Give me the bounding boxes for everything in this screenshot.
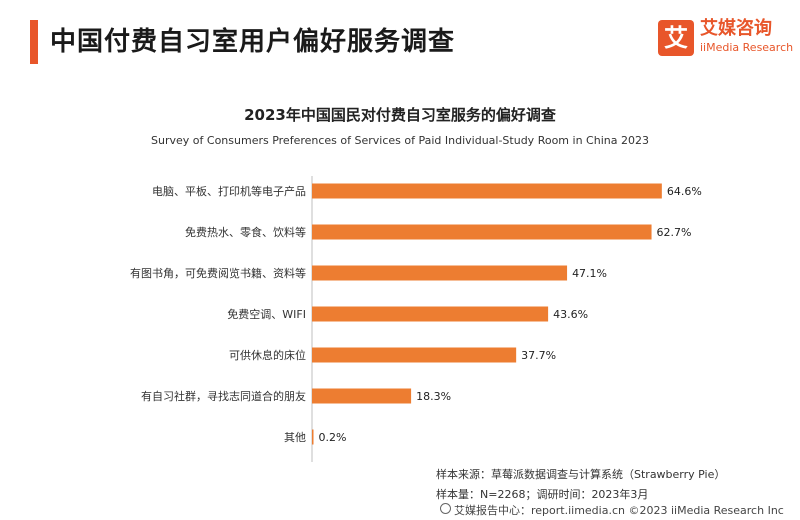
logo-name-cn: 艾媒咨询 <box>700 18 772 39</box>
data-label: 18.3% <box>416 390 451 403</box>
footer-source: 样本来源：草莓派数据调查与计算系统（Strawberry Pie） <box>436 468 726 481</box>
logo-name-en: iiMedia Research <box>700 41 794 54</box>
data-label: 47.1% <box>572 267 607 280</box>
category-label: 免费热水、零食、饮料等 <box>185 225 306 239</box>
logo-glyph: 艾 <box>664 24 688 52</box>
brand-logo: 艾 艾媒咨询 iiMedia Research <box>658 18 793 66</box>
copyright-icon <box>440 503 451 514</box>
category-label: 电脑、平板、打印机等电子产品 <box>152 184 306 198</box>
data-label: 0.2% <box>319 431 347 444</box>
category-label: 免费空调、WIFI <box>227 307 306 321</box>
bar <box>312 388 412 404</box>
bar <box>312 183 662 199</box>
page-title: 中国付费自习室用户偏好服务调查 <box>50 27 456 57</box>
data-label: 43.6% <box>553 308 588 321</box>
bar <box>312 429 314 445</box>
chart-title: 2023年中国国民对付费自习室服务的偏好调查 <box>244 106 556 124</box>
data-label: 62.7% <box>657 226 692 239</box>
bar <box>312 265 568 281</box>
data-label: 64.6% <box>667 185 702 198</box>
title-accent-bar <box>30 20 38 64</box>
logo-icon: 艾 <box>658 20 694 56</box>
footer-credit: 艾媒报告中心：report.iimedia.cn ©2023 iiMedia R… <box>454 504 784 517</box>
category-label: 可供休息的床位 <box>229 348 306 362</box>
data-label: 37.7% <box>521 349 556 362</box>
bar <box>312 347 517 363</box>
category-label: 其他 <box>284 431 306 444</box>
chart-subtitle: Survey of Consumers Preferences of Servi… <box>151 134 649 147</box>
category-label: 有图书角，可免费阅览书籍、资料等 <box>130 266 306 280</box>
bar <box>312 224 652 240</box>
footer-sample: 样本量：N=2268；调研时间：2023年3月 <box>436 488 649 501</box>
category-label: 有自习社群，寻找志同道合的朋友 <box>141 389 306 403</box>
bar <box>312 306 549 322</box>
